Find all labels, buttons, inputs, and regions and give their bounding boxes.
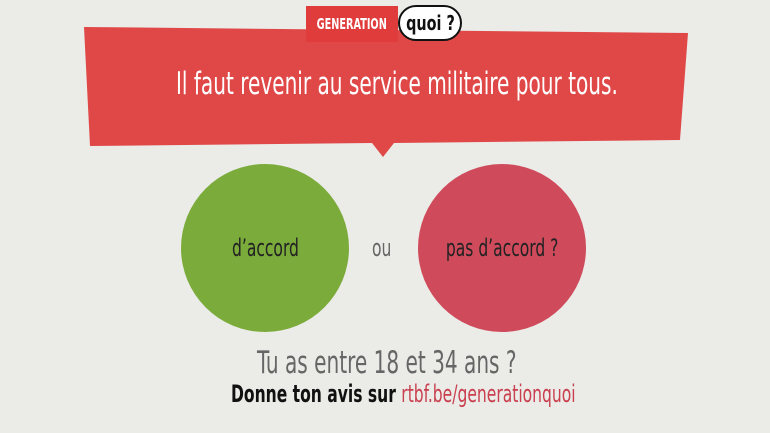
or-label: ou [372,234,392,262]
disagree-button[interactable]: pas d’accord ? [418,164,586,332]
agree-label: d’accord [231,234,299,262]
footer-cta: Donne ton avis sur rtbf.be/generationquo… [231,380,576,408]
age-question: Tu as entre 18 et 34 ans ? [257,345,517,381]
agree-button[interactable]: d’accord [181,164,349,332]
disagree-label: pas d’accord ? [445,234,559,262]
rtbf-link[interactable]: rtbf.be/generationquoi [401,380,576,408]
logo-generation: GENERATION [306,6,398,42]
cta-text: Donne ton avis sur [231,380,396,408]
banner-shape [84,27,688,157]
logo-quoi: quoi ? [398,5,462,41]
statement-text: Il faut revenir au service militaire pou… [176,66,618,102]
